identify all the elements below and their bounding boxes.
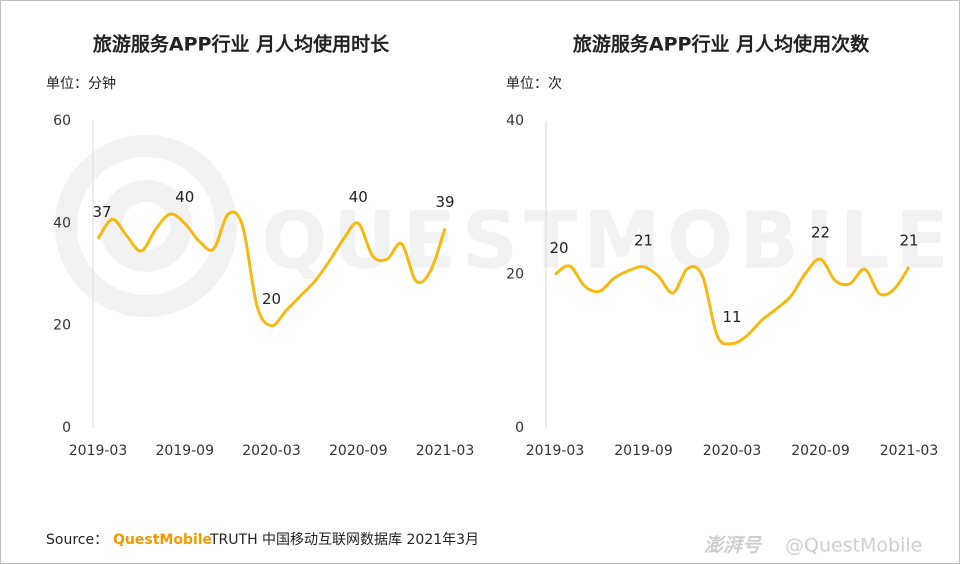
source-text: TRUTH 中国移动互联网数据库 2021年3月 (209, 532, 479, 548)
y-tick-label: 20 (53, 318, 71, 334)
y-tick-label: 0 (515, 420, 524, 436)
y-tick-label: 40 (506, 113, 524, 129)
chart-title: 旅游服务APP行业 月人均使用次数 (573, 33, 870, 56)
x-tick-label: 2019-09 (156, 443, 215, 459)
y-tick-label: 20 (506, 267, 524, 283)
unit-label: 单位：次 (506, 76, 562, 92)
x-tick-label: 2019-09 (614, 443, 673, 459)
data-label: 37 (92, 203, 111, 221)
x-tick-label: 2020-09 (791, 443, 850, 459)
data-label: 40 (175, 188, 194, 206)
data-label: 20 (549, 239, 568, 257)
data-label: 22 (811, 224, 830, 242)
watermark-logo (55, 135, 237, 317)
chart-title: 旅游服务APP行业 月人均使用时长 (93, 33, 390, 56)
y-tick-label: 60 (53, 113, 71, 129)
x-tick-label: 2020-03 (242, 443, 301, 459)
data-label: 40 (349, 188, 368, 206)
data-label: 21 (899, 231, 918, 249)
x-tick-label: 2021-03 (416, 443, 475, 459)
source-label: Source： (46, 532, 108, 548)
unit-label: 单位：分钟 (46, 75, 116, 92)
y-tick-label: 40 (53, 215, 71, 231)
credit-logo: 澎湃号 (704, 535, 763, 557)
x-tick-label: 2019-03 (526, 443, 585, 459)
data-label: 21 (634, 231, 653, 249)
x-tick-label: 2020-09 (329, 443, 388, 459)
line (96, 210, 447, 328)
x-tick-label: 2020-03 (703, 443, 762, 459)
data-label: 20 (262, 290, 281, 308)
x-tick-label: 2019-03 (69, 443, 128, 459)
data-label: 39 (435, 193, 454, 211)
source-brand: QuestMobile (113, 532, 212, 548)
y-tick-label: 0 (62, 420, 71, 436)
data-label: 11 (722, 308, 741, 326)
line (554, 257, 911, 346)
x-tick-label: 2021-03 (880, 443, 939, 459)
watermark: QUESTMOBILE (261, 196, 955, 286)
credit-handle: @QuestMobile (785, 535, 922, 557)
